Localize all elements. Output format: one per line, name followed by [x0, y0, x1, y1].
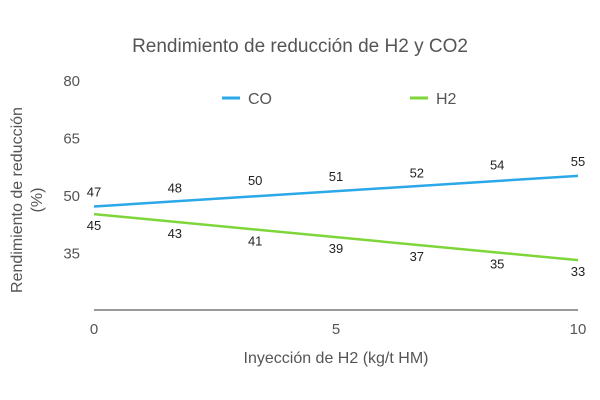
x-tick-label: 0 [90, 321, 98, 338]
data-label-co: 51 [329, 169, 343, 184]
y-tick-label: 35 [63, 246, 80, 263]
series-line-co [93, 174, 579, 208]
y-axis-label: Rendimiento de reducción (%) [8, 80, 48, 320]
data-label-h2: 37 [410, 249, 424, 264]
data-label-h2: 39 [329, 241, 343, 256]
data-label-h2: 43 [168, 226, 182, 241]
x-tick-label: 5 [332, 321, 340, 338]
data-label-co: 48 [168, 181, 182, 196]
data-label-co: 52 [410, 165, 424, 180]
x-axis-label: Inyección de H2 (kg/t HM) [243, 350, 429, 367]
data-label-h2: 41 [248, 234, 262, 249]
data-label-h2: 35 [490, 257, 504, 272]
data-label-h2: 45 [87, 218, 101, 233]
y-axis-label-line2: (%) [29, 187, 46, 213]
data-label-h2: 33 [571, 264, 585, 279]
legend-label-h2: H2 [436, 91, 457, 108]
y-axis-label-line1: Rendimiento de reducción [9, 107, 26, 293]
y-tick-label: 65 [63, 131, 80, 148]
data-label-co: 55 [571, 154, 585, 169]
legend-label-co: CO [248, 91, 272, 108]
series-line-h2 [93, 212, 579, 262]
chart-title: Rendimiento de reducción de H2 y CO2 [132, 36, 468, 57]
data-label-co: 50 [248, 173, 262, 188]
data-label-co: 47 [87, 185, 101, 200]
y-tick-label: 80 [63, 73, 80, 90]
y-tick-label: 50 [63, 188, 80, 205]
data-label-co: 54 [490, 158, 504, 173]
x-tick-label: 10 [570, 321, 587, 338]
